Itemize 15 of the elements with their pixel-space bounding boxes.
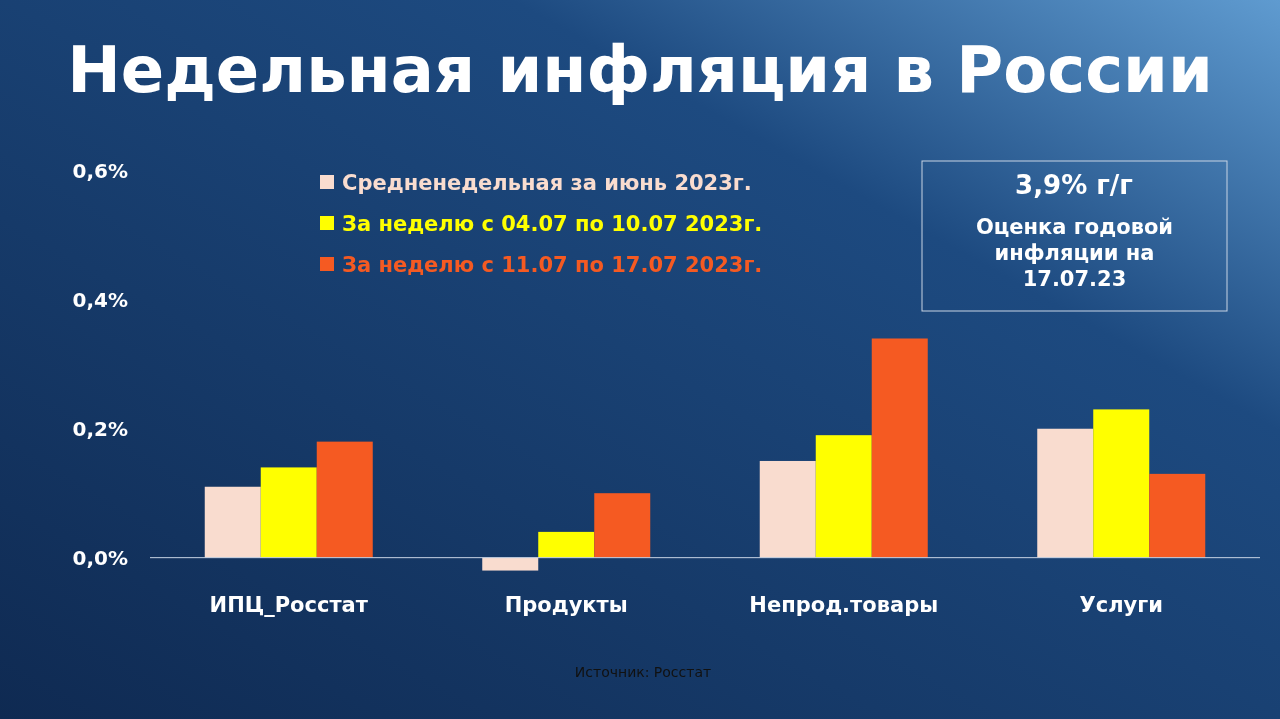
y-tick-label: 0,4% xyxy=(72,287,128,312)
x-tick-label: Непрод.товары xyxy=(749,593,939,617)
x-tick-label: Услуги xyxy=(1079,593,1163,617)
x-tick-label: ИПЦ_Росстат xyxy=(209,593,369,617)
annotation: Оценка годовой инфляции на 17.07.23 xyxy=(974,214,1175,292)
annotation: 3,9% г/г xyxy=(1015,170,1133,200)
y-tick-label: 0,2% xyxy=(72,416,128,441)
legend-label: За неделю с 11.07 по 17.07 2023г. xyxy=(342,253,763,278)
chart-title: Недельная инфляция в России xyxy=(67,33,1213,107)
legend-label: Средненедельная за июнь 2023г. xyxy=(342,171,752,196)
x-tick-label: Продукты xyxy=(504,593,628,617)
y-tick-label: 0,0% xyxy=(72,545,128,570)
text: Источник: Росстат xyxy=(574,664,712,680)
legend-label: За неделю с 04.07 по 10.07 2023г. xyxy=(342,212,763,237)
y-tick-label: 0,6% xyxy=(72,158,128,183)
